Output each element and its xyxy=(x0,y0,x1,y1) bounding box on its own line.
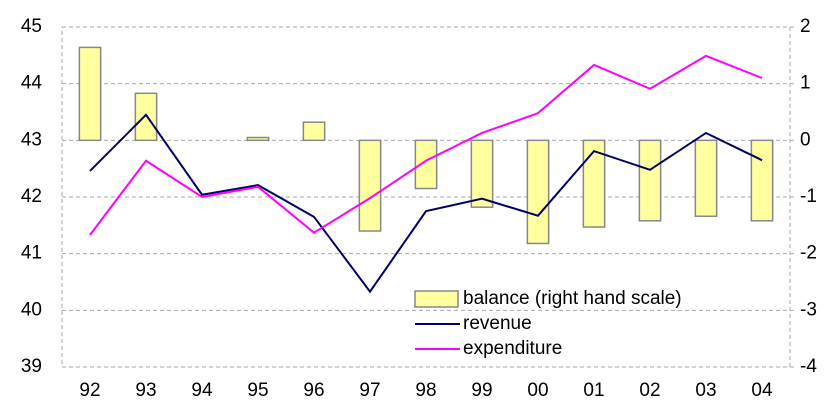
bar xyxy=(78,46,102,142)
bar xyxy=(246,136,270,142)
x-tick-label: 02 xyxy=(639,380,660,401)
x-tick-label: 98 xyxy=(415,380,436,401)
y2-tick-label: 2 xyxy=(800,16,811,37)
y-tick-label: 44 xyxy=(21,73,43,94)
bar xyxy=(582,139,606,228)
bar xyxy=(638,139,662,222)
bar xyxy=(470,139,494,208)
y-tick-label: 39 xyxy=(21,356,42,377)
x-tick-label: 04 xyxy=(751,380,773,401)
y2-tick-label: -4 xyxy=(800,356,817,377)
bar xyxy=(302,121,326,142)
legend-label: revenue xyxy=(463,313,532,334)
y-tick-label: 41 xyxy=(21,243,42,264)
bar xyxy=(358,139,382,232)
x-tick-label: 95 xyxy=(247,380,268,401)
legend-label: expenditure xyxy=(463,338,562,359)
x-tick-label: 94 xyxy=(191,380,213,401)
bar xyxy=(694,139,718,218)
x-tick-label: 97 xyxy=(359,380,380,401)
x-tick-label: 03 xyxy=(695,380,716,401)
line xyxy=(89,113,763,294)
y2-tick-label: 0 xyxy=(800,129,811,150)
y2-tick-label: -3 xyxy=(800,299,817,320)
legend-swatch xyxy=(414,290,459,308)
x-tick-label: 01 xyxy=(583,380,604,401)
x-tick-label: 96 xyxy=(303,380,324,401)
x-tick-label: 99 xyxy=(471,380,492,401)
y2-tick-label: 1 xyxy=(800,73,811,94)
bar xyxy=(414,139,438,190)
y-tick-label: 40 xyxy=(21,299,42,320)
x-tick-label: 93 xyxy=(135,380,156,401)
y-tick-label: 43 xyxy=(21,129,42,150)
legend-label: balance (right hand scale) xyxy=(463,288,682,309)
y2-tick-label: -2 xyxy=(800,243,817,264)
x-tick-label: 00 xyxy=(527,380,548,401)
bar xyxy=(134,92,158,142)
bar xyxy=(750,139,774,222)
x-tick-label: 92 xyxy=(79,380,100,401)
y2-tick-label: -1 xyxy=(800,186,817,207)
y-tick-label: 45 xyxy=(21,16,42,37)
y-tick-label: 42 xyxy=(21,186,42,207)
line xyxy=(89,54,763,236)
bar xyxy=(526,139,550,245)
